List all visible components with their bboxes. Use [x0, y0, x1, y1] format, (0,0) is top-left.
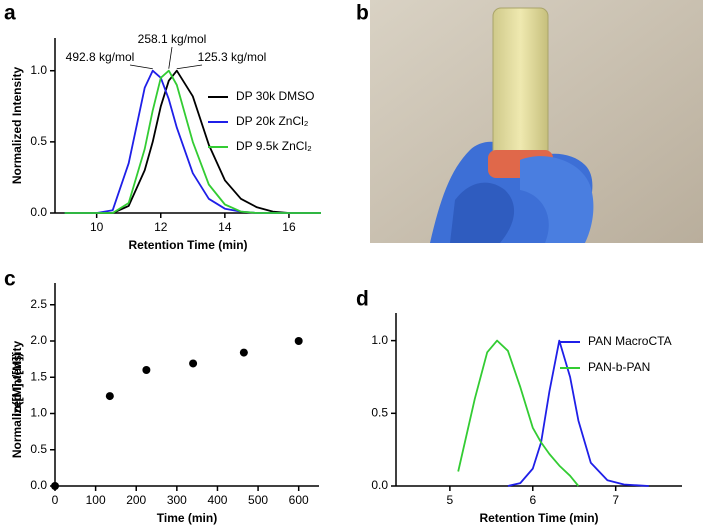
scatter-point	[51, 482, 59, 490]
legend-label: PAN MacroCTA	[588, 334, 672, 348]
x-tick-label: 12	[154, 220, 168, 234]
panel-label: d	[356, 288, 369, 311]
scatter-point	[239, 348, 248, 357]
panel-label: c	[4, 268, 16, 291]
line-series	[64, 69, 321, 214]
y-tick-label: 0.5	[30, 134, 47, 148]
x-axis-title: Time (min)	[157, 511, 217, 525]
y-tick-label: 1.5	[30, 369, 47, 383]
x-tick-label: 14	[218, 220, 232, 234]
annotation-leader	[129, 64, 153, 70]
y-axis-title: Normalized Intensity	[10, 66, 24, 184]
y-tick-label: 1.0	[30, 63, 47, 77]
y-tick-label: 0.5	[30, 442, 47, 456]
legend-label: DP 20k ZnCl₂	[236, 114, 309, 128]
line-series	[457, 339, 580, 487]
y-tick-label: 0.0	[371, 478, 388, 492]
legend-label: DP 30k DMSO	[236, 89, 314, 103]
x-tick-label: 400	[207, 493, 227, 507]
x-tick-label: 7	[612, 493, 619, 507]
annotation: 492.8 kg/mol	[66, 50, 135, 64]
x-tick-label: 5	[447, 493, 454, 507]
x-tick-label: 600	[289, 493, 309, 507]
x-tick-label: 16	[282, 220, 296, 234]
annotation-leader	[168, 46, 173, 69]
vial	[492, 7, 549, 164]
x-axis-title: Retention Time (min)	[479, 511, 598, 525]
y-tick-label: 2.0	[30, 333, 47, 347]
y-tick-label: 1.0	[30, 406, 47, 420]
x-tick-label: 10	[90, 220, 104, 234]
panel-label: a	[4, 2, 16, 25]
legend-label: PAN-b-PAN	[588, 360, 650, 374]
thumb	[520, 156, 594, 243]
annotation-leader	[176, 64, 203, 70]
x-tick-label: 6	[529, 493, 536, 507]
y-tick-label: 0.0	[30, 478, 47, 492]
photo	[370, 0, 703, 243]
line-series	[64, 69, 321, 214]
y-tick-label: 2.5	[30, 297, 47, 311]
glove-finger	[450, 182, 515, 243]
annotation: 125.3 kg/mol	[198, 50, 267, 64]
x-axis-title: Retention Time (min)	[128, 238, 247, 252]
y-tick-label: 0.0	[30, 205, 47, 219]
scatter-point	[294, 337, 303, 345]
x-tick-label: 300	[167, 493, 187, 507]
y-tick-label: 1.0	[371, 333, 388, 347]
scatter-point	[189, 359, 198, 368]
line-series	[507, 339, 649, 487]
y-axis-title: ln([M]₀/[M])	[10, 353, 24, 416]
scatter-point	[142, 366, 151, 374]
x-tick-label: 100	[86, 493, 106, 507]
y-tick-label: 0.5	[371, 405, 388, 419]
legend-label: DP 9.5k ZnCl₂	[236, 139, 312, 153]
x-tick-label: 0	[52, 493, 59, 507]
y-axis-title: Normalized Intensity	[10, 340, 24, 458]
x-tick-label: 500	[248, 493, 268, 507]
annotation: 258.1 kg/mol	[138, 32, 207, 46]
panel-label: b	[356, 2, 369, 25]
x-tick-label: 200	[126, 493, 146, 507]
scatter-point	[105, 392, 114, 401]
